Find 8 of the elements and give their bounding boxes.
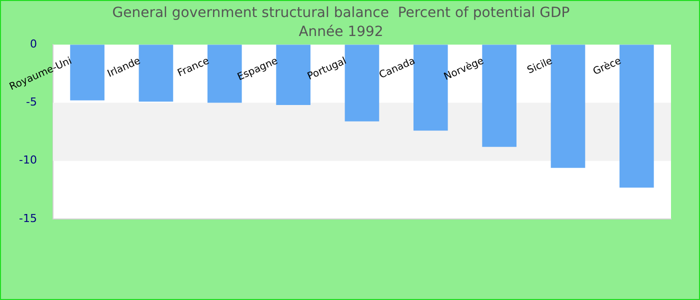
y-tick-label: -10	[19, 154, 37, 167]
x-tick-label: Sicile	[526, 56, 554, 76]
x-tick-label: Grèce	[592, 56, 623, 78]
y-tick-label: -5	[26, 96, 37, 109]
chart-title: General government structural balance Percent of potential GDP	[112, 5, 570, 22]
y-tick-label: 0	[30, 37, 37, 50]
chart-subtitle: Année 1992	[298, 24, 384, 40]
y-tick-label: -15	[19, 212, 37, 225]
